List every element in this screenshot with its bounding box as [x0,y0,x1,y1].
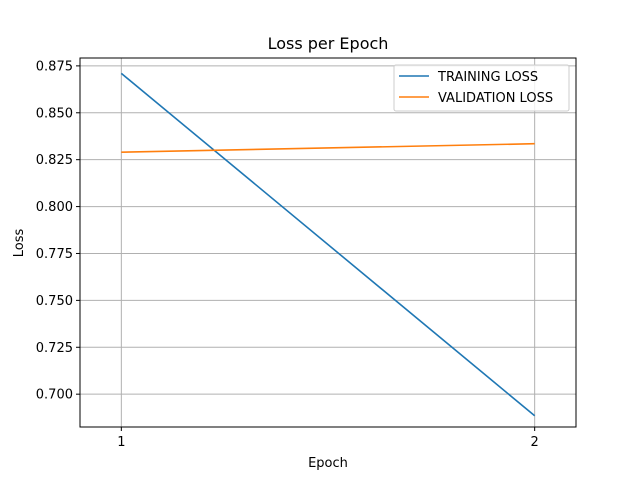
chart-title: Loss per Epoch [268,34,389,53]
y-tick-label: 0.700 [36,388,73,403]
y-tick-label: 0.875 [36,59,73,74]
series-lines [120,72,536,417]
y-axis-label: Loss [12,229,27,258]
series-line-training-loss [120,72,536,417]
legend-box [393,64,570,112]
legend: TRAINING LOSS VALIDATION LOSS [393,64,570,112]
y-tick-label: 0.850 [36,106,73,121]
y-tick-label: 0.750 [36,294,73,309]
x-axis-label: Epoch [308,456,348,471]
y-tick-label: 0.825 [36,153,73,168]
x-tick-label: 1 [117,435,125,450]
y-tick-label: 0.775 [36,247,73,262]
plot-frame [79,57,577,428]
legend-label-validation-loss: VALIDATION LOSS [438,91,553,106]
legend-label-training-loss: TRAINING LOSS [437,70,538,85]
series-line-validation-loss [121,142,535,153]
grid [80,58,576,427]
x-tick-label: 2 [531,435,539,450]
y-tick-label: 0.725 [36,341,73,356]
y-axis: 0.700 0.725 0.750 0.775 0.800 0.825 0.850 0.875 [36,59,80,403]
y-tick-label: 0.800 [36,200,73,215]
